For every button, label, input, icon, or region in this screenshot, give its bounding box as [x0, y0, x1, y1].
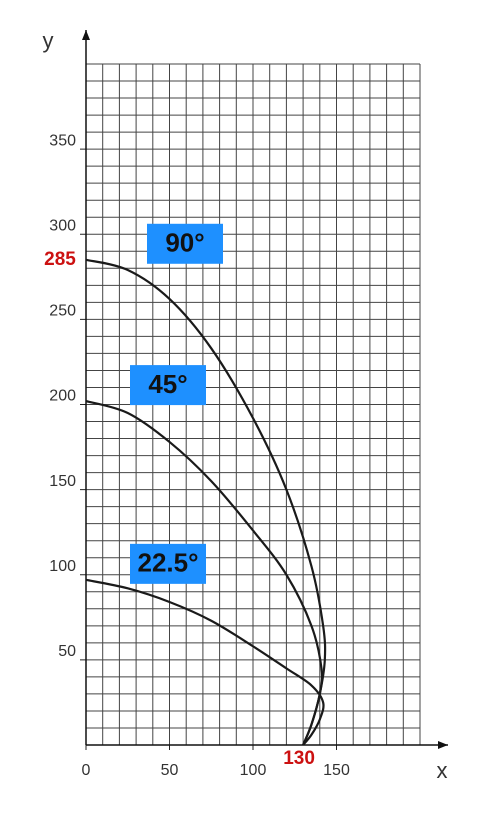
series-label-box: [130, 365, 206, 406]
x-axis-arrow: [438, 741, 448, 749]
curve: [85, 578, 325, 746]
y-axis-label: y: [43, 28, 54, 53]
annotation: 130: [283, 748, 315, 769]
x-tick-label: 0: [82, 762, 91, 779]
y-axis-arrow: [82, 30, 90, 40]
annotation: 285: [44, 249, 76, 270]
curve: [85, 258, 327, 746]
x-tick-label: 150: [323, 762, 350, 779]
series-label: 22.5°: [130, 543, 206, 584]
y-tick-label: 300: [49, 217, 76, 234]
series-label-box: [130, 543, 206, 584]
x-tick-label: 100: [240, 762, 267, 779]
series-label-box: [147, 223, 223, 264]
series-label: 45°: [130, 365, 206, 406]
y-tick-label: 50: [58, 643, 76, 660]
x-tick-label: 50: [161, 762, 179, 779]
series-label-text: 22.5°: [137, 548, 198, 578]
x-axis-label: x: [437, 758, 448, 783]
y-tick-label: 150: [49, 473, 76, 490]
y-tick-label: 200: [49, 388, 76, 405]
series-label: 90°: [147, 223, 223, 264]
y-tick-label: 250: [49, 303, 76, 320]
y-tick-label: 350: [49, 132, 76, 149]
curve: [85, 400, 324, 746]
y-tick-label: 100: [49, 558, 76, 575]
series-label-text: 45°: [148, 369, 187, 399]
series-label-text: 90°: [165, 228, 204, 258]
